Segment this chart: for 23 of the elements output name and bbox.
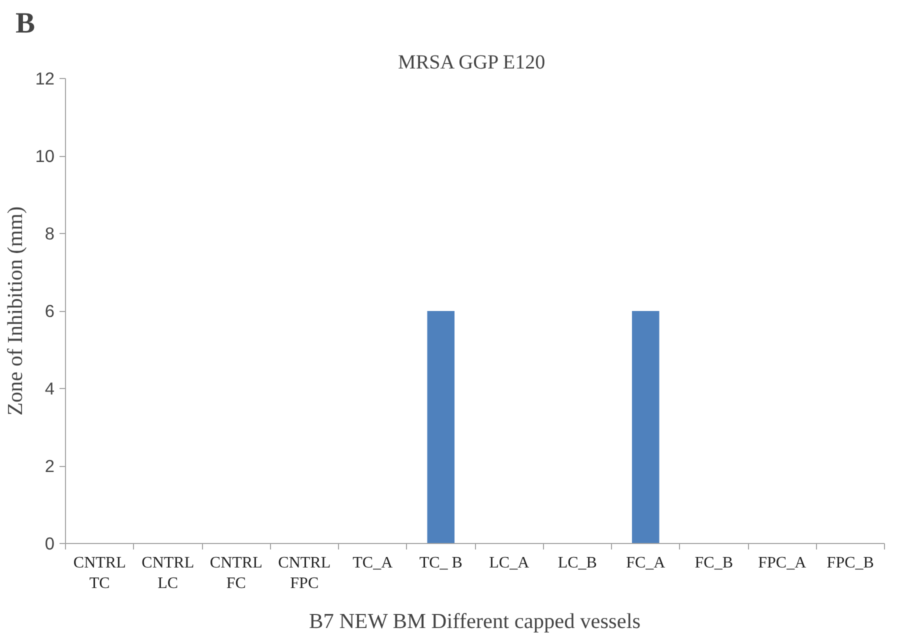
x-tick-label: LC_A — [489, 554, 530, 572]
y-tick-label: 6 — [44, 301, 55, 321]
y-tick-label: 8 — [44, 224, 55, 244]
x-tick-label: TC_A — [352, 554, 394, 572]
x-tick-label: LC_B — [558, 554, 597, 572]
y-tick-label: 12 — [35, 68, 55, 88]
chart-title: MRSA GGP E120 — [398, 52, 546, 74]
x-tick-label: FPC_A — [758, 554, 807, 572]
y-tick-label: 0 — [44, 534, 55, 554]
x-tick-label: CNTRL FPC — [278, 554, 331, 592]
y-tick-label: 10 — [35, 146, 55, 166]
y-axis-title: Zone of Inhibition (mm) — [3, 206, 28, 416]
text: B — [16, 8, 36, 40]
x-axis-title: B7 NEW BM Different capped vessels — [309, 608, 641, 633]
x-tick-label: CNTRL FC — [210, 554, 262, 592]
x-tick-label: CNTRL TC — [73, 554, 126, 592]
x-tick-label: CNTRL LC — [142, 554, 194, 592]
y-tick-label: 2 — [44, 456, 55, 476]
x-tick-label: FC_B — [694, 554, 734, 572]
y-tick-label: 4 — [44, 378, 55, 398]
x-tick-label: TC_ B — [419, 554, 462, 572]
x-tick-label: FPC_B — [826, 554, 874, 572]
x-tick-label: FC_A — [626, 554, 666, 572]
